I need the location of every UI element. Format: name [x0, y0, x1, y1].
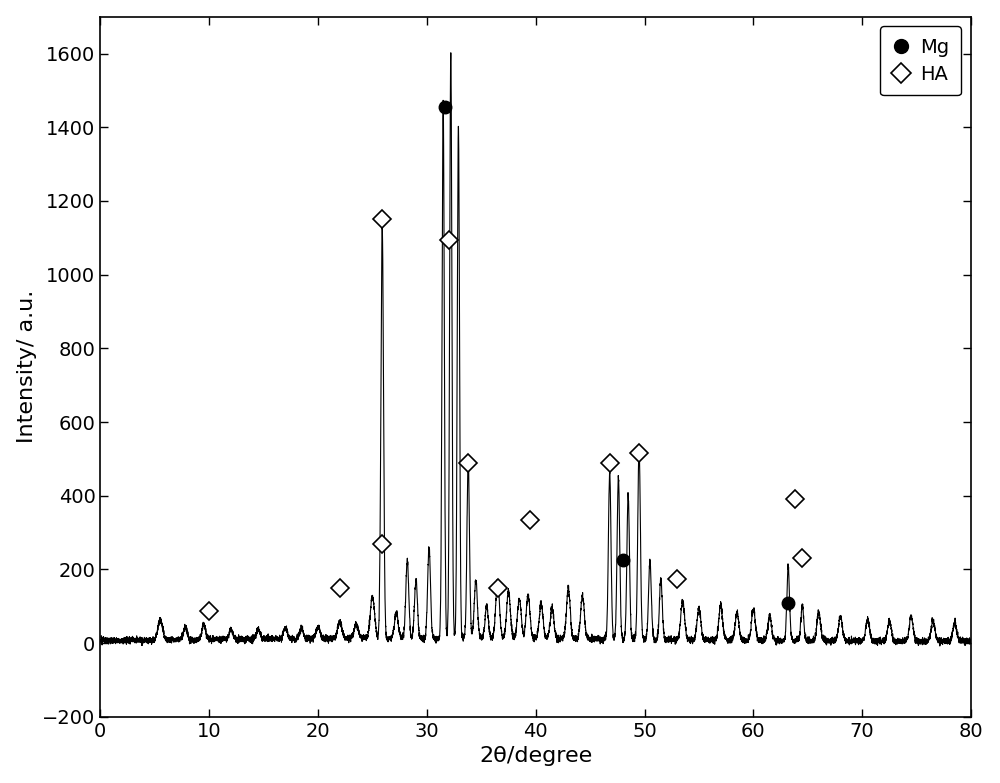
Y-axis label: Intensity/ a.u.: Intensity/ a.u. [17, 290, 37, 443]
X-axis label: 2θ/degree: 2θ/degree [479, 746, 592, 767]
Legend: Mg, HA: Mg, HA [880, 27, 961, 96]
